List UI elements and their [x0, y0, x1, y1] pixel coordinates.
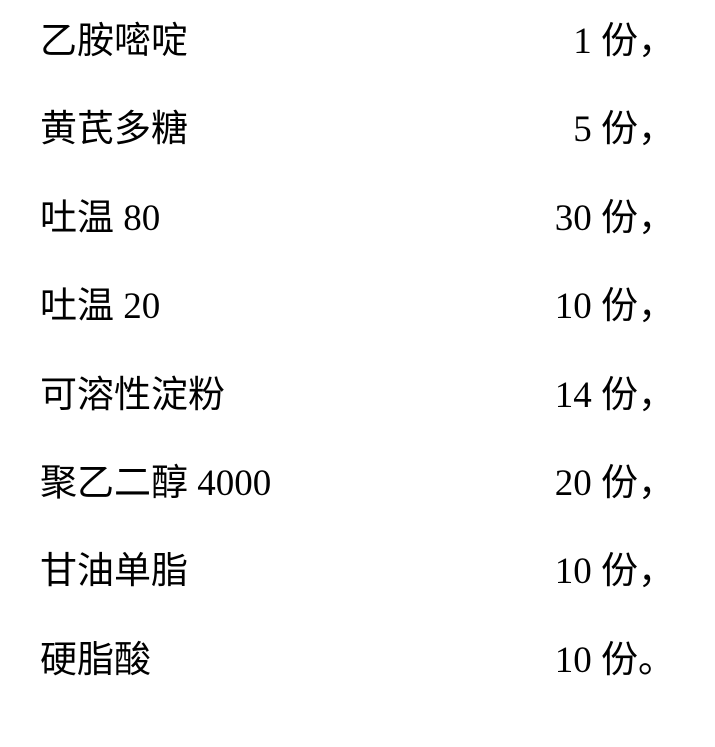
ingredient-amount: 30 份，: [160, 197, 675, 241]
ingredient-name: 硬脂酸: [40, 639, 151, 683]
list-item: 可溶性淀粉 14 份，: [40, 374, 675, 418]
ingredient-amount: 20 份，: [271, 462, 675, 506]
list-item: 硬脂酸 10 份。: [40, 639, 675, 683]
list-item: 乙胺嘧啶 1 份，: [40, 20, 675, 64]
ingredient-name: 聚乙二醇 4000: [40, 462, 271, 506]
list-item: 甘油单脂 10 份，: [40, 550, 675, 594]
ingredient-name: 黄芪多糖: [40, 108, 188, 152]
ingredient-name: 甘油单脂: [40, 550, 188, 594]
ingredient-name: 吐温 80: [40, 197, 160, 241]
list-item: 聚乙二醇 4000 20 份，: [40, 462, 675, 506]
ingredient-name: 可溶性淀粉: [40, 374, 225, 418]
ingredient-amount: 10 份，: [188, 550, 675, 594]
list-item: 黄芪多糖 5 份，: [40, 108, 675, 152]
ingredient-amount: 14 份，: [225, 374, 675, 418]
ingredient-list: 乙胺嘧啶 1 份， 黄芪多糖 5 份， 吐温 80 30 份， 吐温 20 10…: [0, 0, 715, 747]
ingredient-amount: 10 份。: [151, 639, 675, 683]
ingredient-amount: 1 份，: [188, 20, 675, 64]
ingredient-amount: 10 份，: [160, 285, 675, 329]
ingredient-amount: 5 份，: [188, 108, 675, 152]
ingredient-name: 吐温 20: [40, 285, 160, 329]
ingredient-name: 乙胺嘧啶: [40, 20, 188, 64]
list-item: 吐温 80 30 份，: [40, 197, 675, 241]
list-item: 吐温 20 10 份，: [40, 285, 675, 329]
